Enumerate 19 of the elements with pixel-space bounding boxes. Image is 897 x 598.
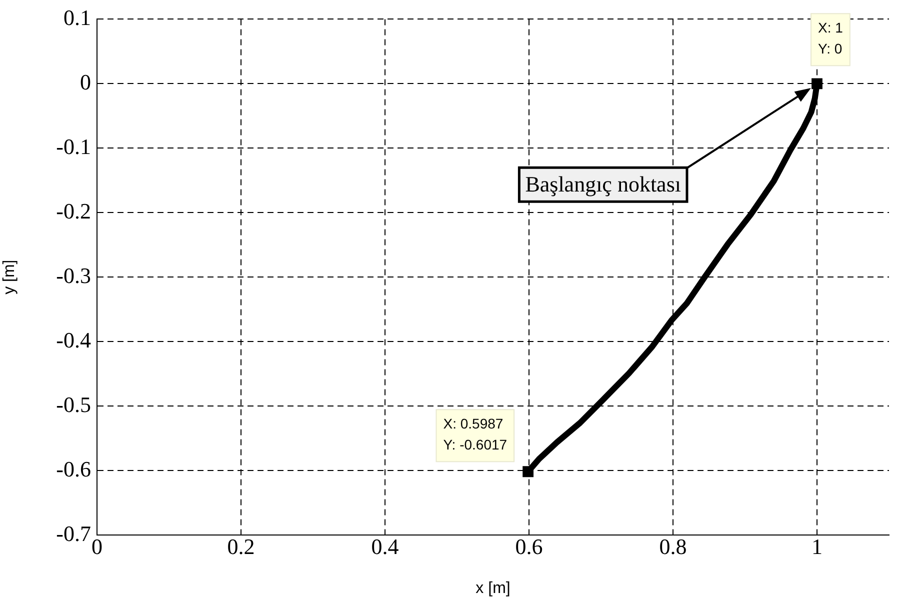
x-tick-label: 0.6 [515,534,543,559]
y-tick-label: -0.1 [56,134,91,159]
y-axis-title: y [m] [1,260,18,294]
y-tick-label: 0 [80,69,91,94]
y-tick-label: -0.6 [56,456,91,482]
y-tick-label: -0.2 [56,198,91,224]
x-tick-label: 0.2 [227,534,255,559]
y-tick-label: -0.4 [56,327,91,352]
annotation: Başlangıç noktası [525,171,682,196]
annotation: X: 1 Y: 0 [818,20,844,57]
x-tick-label: 0.4 [371,534,399,559]
x-axis-title: x [m] [476,580,510,597]
y-tick-label: -0.7 [56,520,91,546]
annotation: X: 0.5987 Y: -0.6017 [443,415,508,452]
x-tick-label: 0.8 [659,534,687,559]
y-tick-label: -0.5 [56,392,91,417]
x-tick-label: 1 [812,534,822,559]
y-tick-label: 0.1 [64,4,91,30]
y-tick-label: -0.3 [56,262,91,288]
